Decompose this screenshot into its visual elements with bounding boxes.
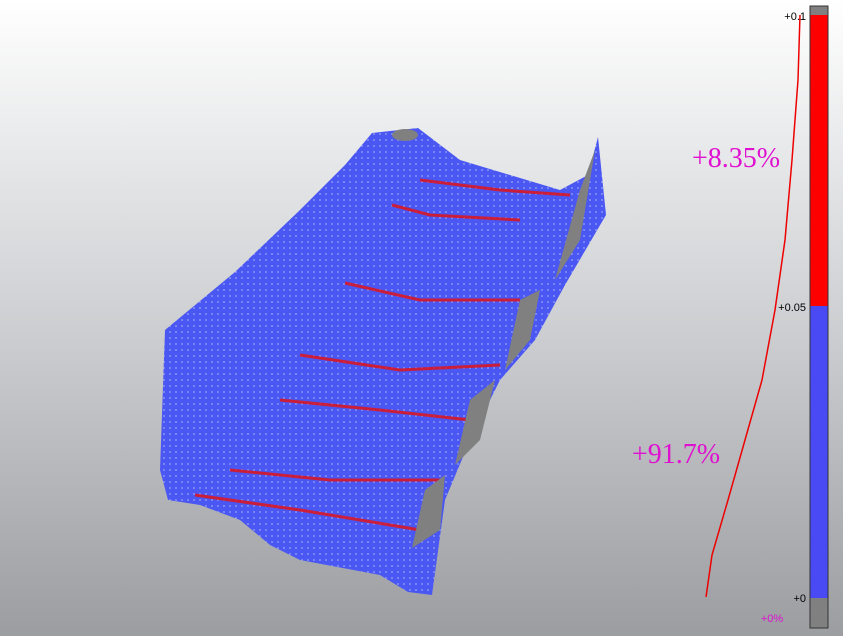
distribution-curve [705, 14, 801, 598]
scale-bottom-label: +0% [761, 613, 784, 625]
scale-tick: +0.1 [784, 11, 806, 23]
scale-tick: +0 [793, 593, 806, 605]
lower-percentage: +91.7% [632, 439, 720, 470]
upper-percentage: +8.35% [692, 143, 780, 174]
point-cloud [160, 128, 606, 595]
scale-tick: +0.05 [778, 302, 806, 314]
color-bar [809, 5, 829, 629]
